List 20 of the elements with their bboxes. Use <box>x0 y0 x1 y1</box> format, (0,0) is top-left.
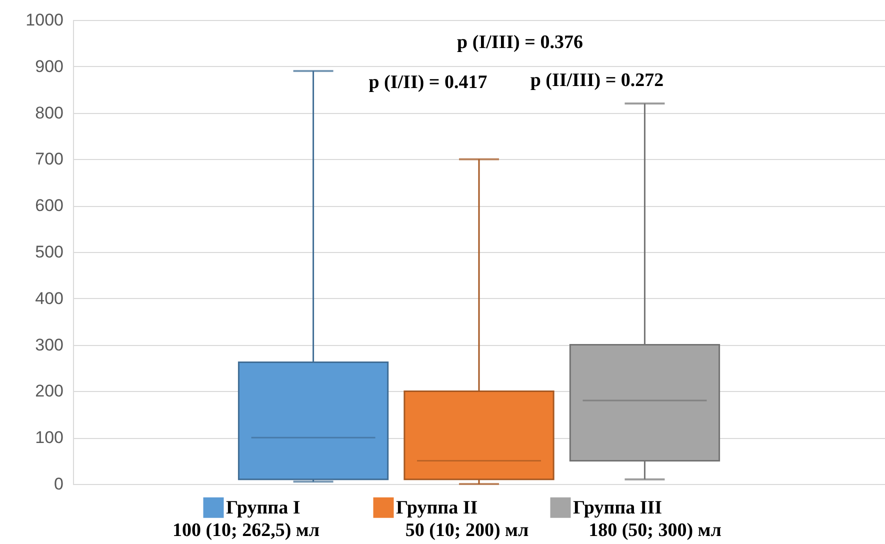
y-tick-label: 300 <box>35 335 64 354</box>
text: 180 (50; 300) мл <box>588 520 722 542</box>
annotation: p (II/III) = 0.272 <box>530 70 664 92</box>
y-tick-label: 400 <box>35 288 64 308</box>
y-tick-label: 500 <box>35 242 64 262</box>
annotation: p (I/III) = 0.376 <box>457 32 583 54</box>
legend-label: Группа III <box>573 498 662 519</box>
annotation: p (I/II) = 0.417 <box>368 72 488 94</box>
y-tick-label: 700 <box>35 150 64 169</box>
y-tick-label: 200 <box>35 382 64 401</box>
text: 50 (10; 200) мл <box>405 520 529 542</box>
y-tick-label: 900 <box>35 56 64 76</box>
text: 100 (10; 262,5) мл <box>172 520 320 542</box>
legend-label: Группа I <box>226 498 300 519</box>
y-tick-label: 1000 <box>26 10 64 30</box>
y-tick-label: 600 <box>35 196 64 216</box>
legend-label: Группа II <box>396 498 478 519</box>
y-tick-label: 0 <box>54 474 64 494</box>
y-tick-label: 800 <box>35 103 64 122</box>
y-tick-label: 100 <box>35 428 64 448</box>
